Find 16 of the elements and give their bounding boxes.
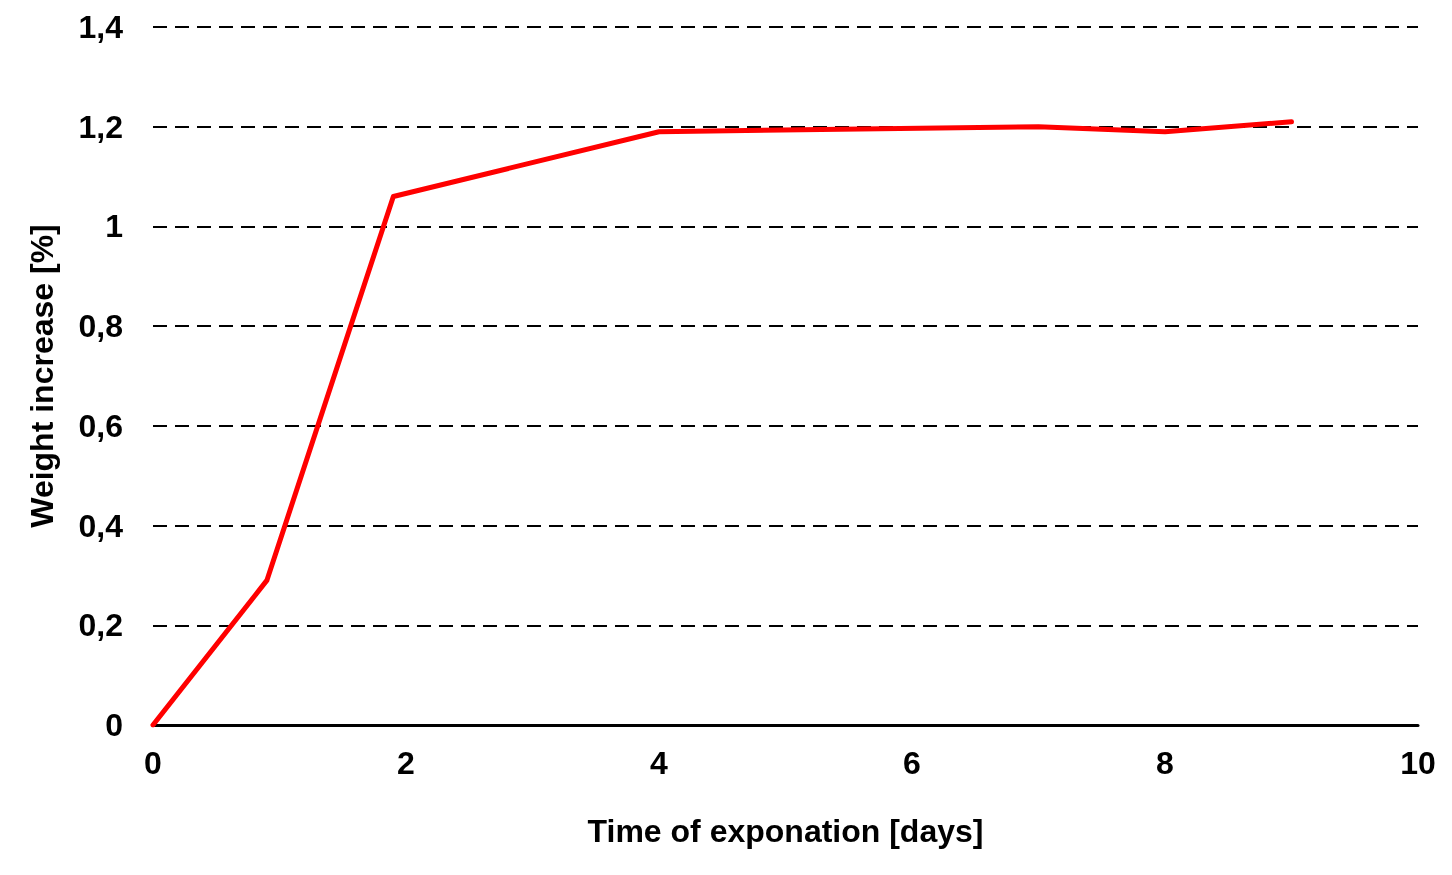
y-tick-label: 1,4 [78,9,124,45]
x-tick-label: 6 [903,745,921,781]
y-tick-label: 0,2 [78,607,123,644]
y-tick-label: 0,4 [78,507,124,544]
x-tick-label: 0 [144,745,162,781]
y-tick-label: 0,8 [78,308,123,345]
y-tick-label: 1,2 [78,108,123,145]
y-tick-label: 1 [105,208,123,245]
x-tick-label: 8 [1156,745,1174,781]
y-tick-label: 0,6 [78,407,123,444]
x-tick-label: 2 [397,745,415,781]
y-axis-title: Weight increase [%] [24,224,60,528]
x-axis-title: Time of exponation [days] [587,813,984,849]
y-tick-label: 0 [105,707,123,743]
x-tick-label: 4 [650,745,669,781]
x-tick-label: 10 [1400,745,1436,781]
